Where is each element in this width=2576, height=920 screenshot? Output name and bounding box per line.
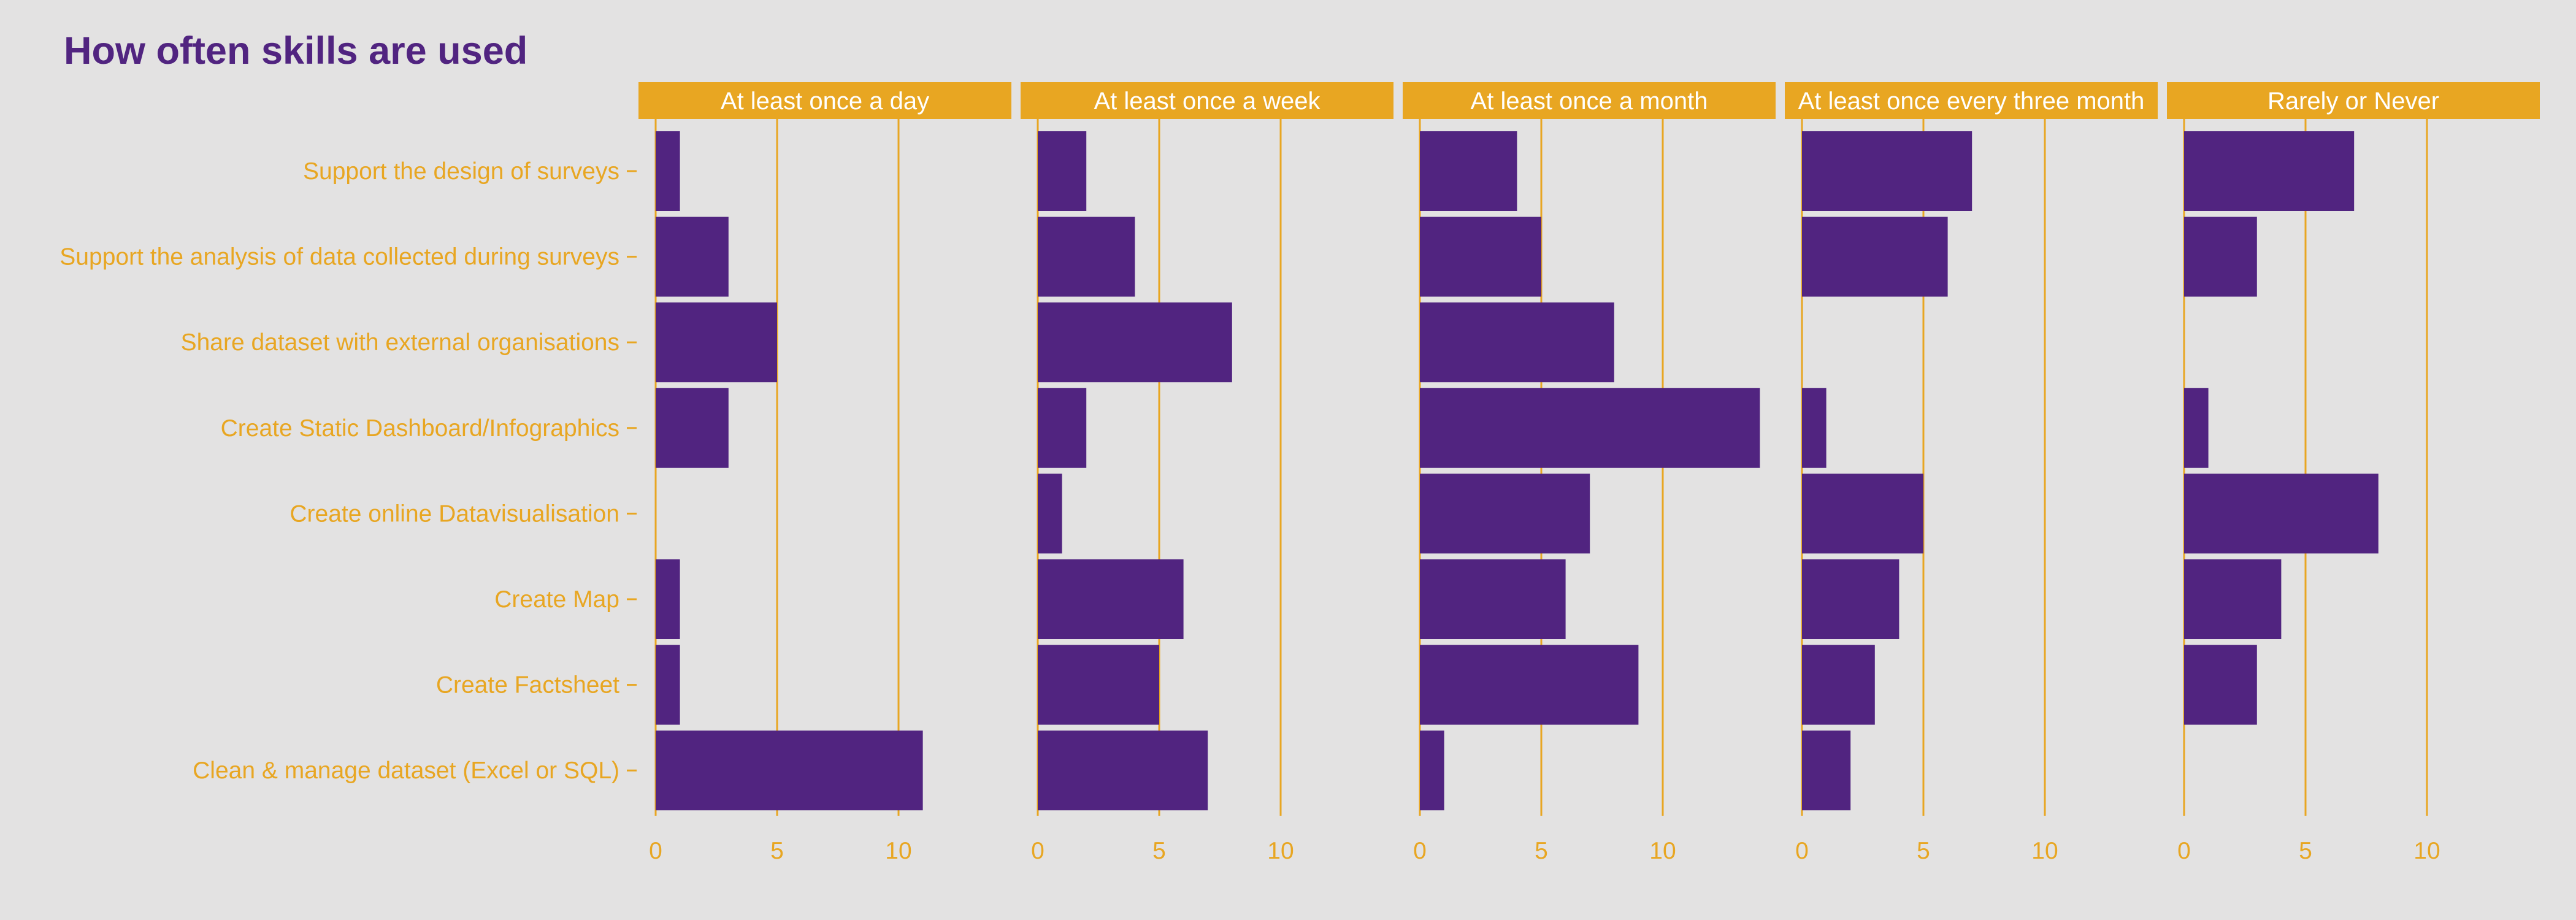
category-label: Support the analysis of data collected d…	[59, 244, 619, 270]
bar	[1802, 473, 1923, 554]
bar	[1802, 645, 1875, 725]
bar	[656, 302, 777, 383]
bar	[1038, 730, 1208, 811]
x-tick-label: 10	[885, 838, 911, 864]
bar	[2184, 217, 2257, 297]
category-label: Create online Datavisualisation	[289, 500, 619, 527]
facet-strip	[1403, 82, 1776, 119]
facet-strip-label: Rarely or Never	[2267, 88, 2439, 115]
category-label: Share dataset with external organisation…	[181, 329, 619, 356]
facet-strip	[2167, 82, 2540, 119]
category-label: Create Factsheet	[436, 672, 619, 699]
bar	[656, 645, 680, 725]
facet-strip	[1785, 82, 2158, 119]
facet-panel: At least once a week 0 5 10	[1021, 82, 1393, 864]
x-tick-label: 5	[1152, 838, 1166, 864]
x-tick-label: 5	[2299, 838, 2312, 864]
bar	[1420, 131, 1517, 211]
bar	[656, 131, 680, 211]
bar	[656, 217, 729, 297]
bar	[1038, 302, 1232, 383]
bar	[1802, 217, 1948, 297]
x-tick-label: 5	[1535, 838, 1548, 864]
bar	[1420, 473, 1590, 554]
category-axis: Support the design of surveys Support the…	[59, 158, 637, 784]
bar	[1038, 388, 1087, 468]
bar	[1038, 473, 1062, 554]
bar	[1802, 388, 1827, 468]
bar	[656, 559, 680, 639]
x-tick-label: 10	[1267, 838, 1294, 864]
bar	[1038, 559, 1184, 639]
bar	[2184, 131, 2355, 211]
category-label: Support the design of surveys	[303, 158, 619, 185]
bar	[2184, 645, 2257, 725]
facet-strip	[638, 82, 1011, 119]
facet-strip-label: At least once a day	[721, 88, 929, 115]
facet-panel: At least once every three month 0 5 10	[1785, 82, 2158, 864]
chart-title: How often skills are used	[64, 29, 527, 72]
x-tick-label: 0	[1413, 838, 1427, 864]
facet-strip-label: At least once a month	[1471, 88, 1708, 115]
facet-strip-label: At least once a week	[1094, 88, 1321, 115]
bar	[1420, 217, 1541, 297]
bar	[1038, 645, 1159, 725]
facet-panel: At least once a day 0 5 10	[638, 82, 1011, 864]
facet-panel: Rarely or Never 0 5 10	[2167, 82, 2540, 864]
bar	[1420, 559, 1566, 639]
x-tick-label: 5	[770, 838, 784, 864]
bar	[2184, 388, 2209, 468]
bar	[1802, 559, 1899, 639]
bar	[1420, 730, 1444, 811]
bar	[1420, 388, 1760, 468]
bar	[2184, 559, 2282, 639]
facet-strip-label: At least once every three month	[1798, 88, 2145, 115]
bar	[1038, 131, 1087, 211]
facet-panel: At least once a month 0 5 10	[1403, 82, 1776, 864]
x-tick-label: 0	[649, 838, 662, 864]
bar	[1420, 645, 1639, 725]
bar	[2184, 473, 2379, 554]
x-tick-label: 0	[2177, 838, 2191, 864]
bar	[1802, 730, 1851, 811]
category-label: Create Static Dashboard/Infographics	[221, 415, 619, 442]
x-tick-label: 0	[1795, 838, 1809, 864]
x-tick-label: 10	[2031, 838, 2058, 864]
x-tick-label: 10	[1649, 838, 1676, 864]
category-label: Clean & manage dataset (Excel or SQL)	[193, 757, 619, 784]
x-tick-label: 0	[1031, 838, 1045, 864]
x-tick-label: 10	[2413, 838, 2440, 864]
bar	[1420, 302, 1614, 383]
bar	[656, 388, 729, 468]
bar	[656, 730, 923, 811]
bar	[1038, 217, 1135, 297]
category-label: Create Map	[494, 586, 619, 613]
facet-strip	[1021, 82, 1393, 119]
x-tick-label: 5	[1917, 838, 1930, 864]
bar	[1802, 131, 1972, 211]
